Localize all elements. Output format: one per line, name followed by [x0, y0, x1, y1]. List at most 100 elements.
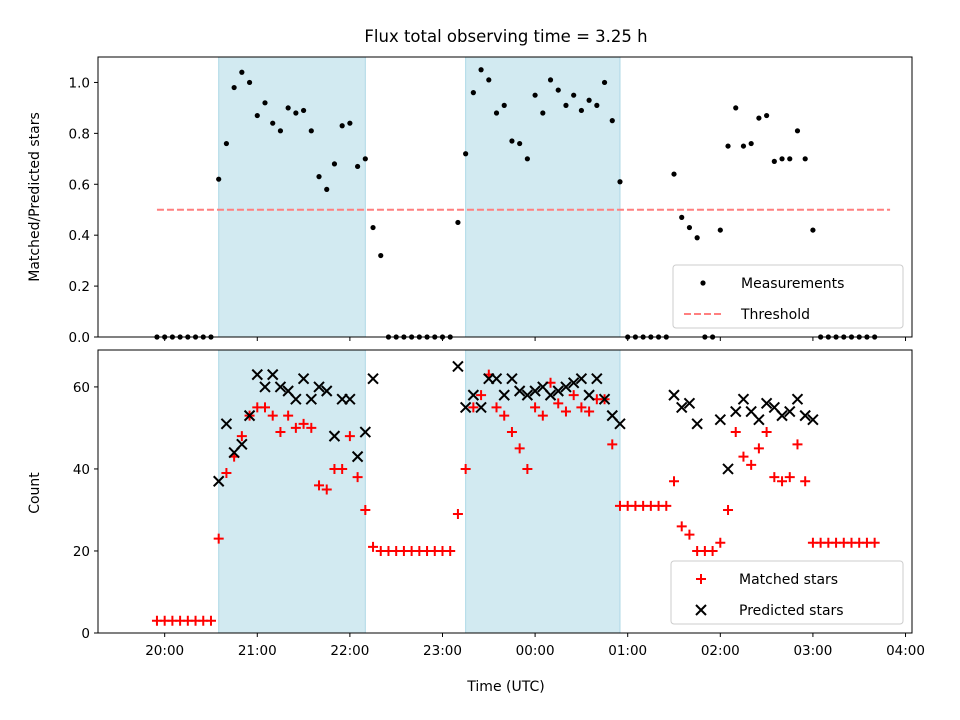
measurement-point	[794, 128, 801, 134]
measurement-point	[339, 123, 345, 129]
matched-stars-point	[738, 451, 749, 462]
measurement-point	[378, 252, 384, 259]
predicted-stars-point	[305, 393, 318, 405]
matched-stars-point	[761, 427, 772, 438]
matched-stars-point	[723, 504, 734, 515]
bottom-legend-label: Predicted stars	[739, 603, 844, 619]
top-highlight-band	[465, 56, 621, 338]
matched-stars-point	[746, 459, 757, 470]
matched-stars-point	[676, 521, 687, 532]
matched-stars-point	[530, 402, 541, 413]
matched-stars-point	[491, 402, 502, 413]
measurement-point	[463, 151, 469, 157]
measurement-point	[617, 179, 623, 185]
top-legend-box	[672, 264, 904, 329]
predicted-stars-point	[676, 401, 688, 414]
predicted-stars-point	[297, 373, 310, 385]
bottom-y-tick-label: 20	[73, 544, 90, 560]
measurement-point	[293, 110, 299, 116]
measurement-point	[733, 105, 739, 111]
measurement-point	[231, 84, 237, 91]
measurement-point	[725, 143, 731, 149]
matched-stars-point	[290, 422, 301, 433]
predicted-stars-point	[583, 389, 595, 401]
matched-stars-point	[707, 545, 718, 556]
matched-stars-point	[784, 472, 795, 483]
measurement-point	[748, 140, 754, 147]
matched-stars-point	[684, 529, 695, 540]
x-tick-label: 00:00	[516, 643, 555, 659]
bottom-y-tick-label: 60	[73, 380, 90, 396]
bottom-panel: 0 20 40 60 20:00 21:00 22:00 23:00 00:00 01:00 02:…	[73, 349, 925, 659]
measurement-point	[740, 143, 747, 149]
matched-stars-point	[669, 476, 680, 487]
measurement-point	[571, 92, 577, 98]
matched-stars-point	[869, 537, 880, 548]
measurement-point	[362, 156, 368, 162]
matched-stars-point	[468, 402, 479, 413]
predicted-stars-point	[521, 389, 534, 401]
top-y-tick-label: 0.8	[69, 126, 90, 142]
top-legend-label: Measurements	[741, 276, 844, 292]
measurement-point	[547, 77, 554, 83]
predicted-stars-point	[529, 385, 541, 397]
top-y-tick-label: 0.4	[69, 228, 90, 244]
matched-stars-point	[360, 504, 371, 515]
predicted-stars-point	[452, 360, 464, 373]
measurement-point	[355, 163, 361, 170]
top-axes-frame	[97, 56, 913, 338]
measurement-point	[563, 102, 569, 108]
measurement-point	[532, 92, 538, 98]
bottom-y-tick-label: 0	[81, 626, 90, 642]
matched-stars-point	[476, 390, 487, 401]
matched-stars-point	[275, 427, 286, 438]
predicted-stars-point	[236, 438, 248, 451]
matched-stars-point	[568, 390, 579, 401]
predicted-stars-point	[321, 385, 333, 397]
predicted-stars-point	[807, 414, 819, 426]
matched-stars-point	[537, 410, 548, 421]
bottom-legend: Matched stars Predicted stars	[670, 560, 904, 625]
matched-stars-point	[368, 541, 379, 552]
predicted-stars-point	[467, 389, 480, 401]
measurement-point	[331, 161, 338, 167]
bottom-y-axis-label: Count	[27, 472, 43, 514]
predicted-stars-point	[722, 463, 734, 475]
top-highlight-band	[218, 56, 366, 338]
measurement-point	[787, 156, 793, 162]
measurement-point	[486, 77, 492, 83]
matched-stars-point	[337, 463, 348, 474]
measurement-point	[686, 224, 693, 231]
predicted-stars-point	[359, 426, 372, 438]
measurement-point	[802, 156, 808, 162]
predicted-stars-point	[475, 401, 487, 414]
matched-stars-point	[445, 545, 456, 556]
matched-stars-point	[753, 443, 764, 454]
predicted-stars-point	[367, 373, 379, 385]
predicted-stars-point	[344, 393, 356, 405]
predicted-stars-point	[730, 405, 742, 418]
predicted-stars-point	[544, 389, 557, 401]
bottom-legend-box	[670, 560, 904, 625]
measurement-point	[764, 112, 770, 119]
matched-stars-point	[715, 537, 726, 548]
legend-measurement-marker	[700, 280, 706, 286]
matched-stars-point	[221, 468, 232, 479]
x-tick-label: 20:00	[145, 643, 184, 659]
matched-stars-point	[452, 509, 463, 520]
matched-stars-point	[769, 472, 780, 483]
top-legend: Measurements Threshold	[672, 264, 904, 329]
predicted-stars-point	[668, 389, 680, 401]
predicted-stars-point	[513, 385, 526, 397]
matched-stars-point	[800, 476, 811, 487]
predicted-stars-point	[274, 381, 287, 393]
legend-predicted-stars-marker	[695, 604, 707, 616]
measurement-point	[324, 186, 330, 192]
measurement-point	[478, 67, 484, 73]
predicted-stars-point	[567, 377, 580, 389]
predicted-stars-point	[267, 368, 279, 381]
matched-stars-point	[576, 402, 587, 413]
measurement-point	[370, 224, 376, 231]
bottom-highlight-band	[218, 349, 366, 634]
legend-threshold-label: Threshold	[740, 307, 810, 323]
